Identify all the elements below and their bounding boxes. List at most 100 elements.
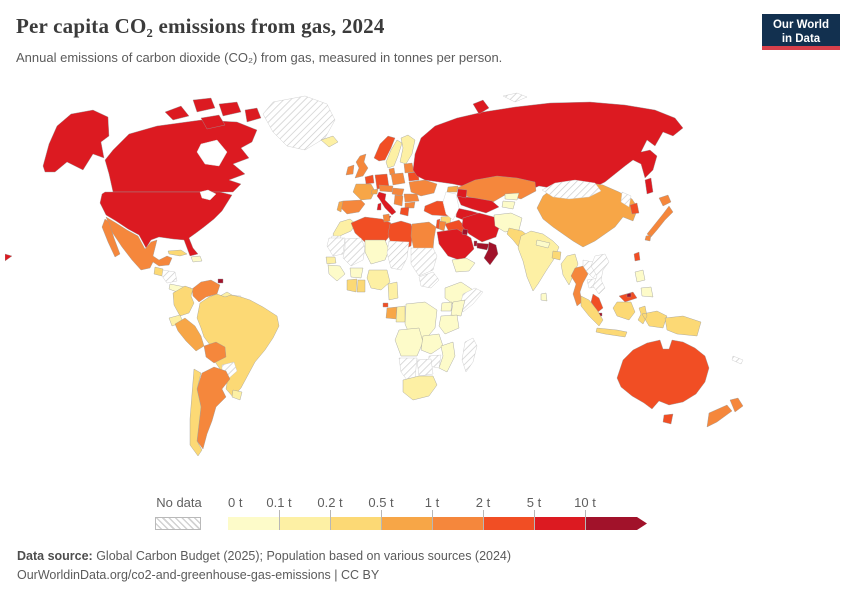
legend-bin-1-2 t[interactable]: [432, 517, 483, 530]
country-tanzania[interactable]: [438, 314, 460, 335]
country-north-korea[interactable]: [620, 191, 632, 208]
country-usa[interactable]: [99, 191, 233, 257]
country-sudan[interactable]: [410, 247, 438, 277]
country-argentina[interactable]: [196, 366, 231, 450]
country-uae[interactable]: [476, 242, 490, 251]
country-new-caledonia[interactable]: [731, 355, 744, 365]
country-mali[interactable]: [342, 237, 366, 267]
country-sakhalin[interactable]: [644, 177, 654, 195]
country-spain[interactable]: [339, 199, 366, 215]
country-portugal[interactable]: [336, 200, 344, 213]
country-kenya[interactable]: [450, 299, 466, 317]
country-chukotka-sliver[interactable]: [5, 253, 13, 262]
country-myanmar[interactable]: [560, 253, 579, 286]
country-cote-divoire[interactable]: [346, 278, 358, 293]
country-burkina[interactable]: [349, 267, 364, 279]
country-finland[interactable]: [399, 134, 416, 165]
country-austria-czech[interactable]: [378, 184, 394, 193]
country-mongolia[interactable]: [541, 179, 602, 200]
country-japan[interactable]: [644, 194, 674, 242]
country-uzbekistan[interactable]: [456, 195, 500, 214]
country-qatar[interactable]: [473, 240, 478, 247]
country-png[interactable]: [664, 315, 702, 337]
country-yemen[interactable]: [451, 257, 476, 273]
country-guinea[interactable]: [327, 264, 346, 282]
country-hispaniola[interactable]: [190, 255, 203, 263]
country-nigeria[interactable]: [366, 269, 391, 291]
owid-logo[interactable]: Our World in Data: [762, 14, 840, 50]
country-niger[interactable]: [364, 239, 390, 265]
country-svalbard[interactable]: [502, 92, 528, 103]
country-bangladesh[interactable]: [551, 250, 562, 261]
country-greenland[interactable]: [262, 95, 336, 151]
country-zambia[interactable]: [420, 333, 444, 355]
country-trinidad[interactable]: [217, 278, 224, 284]
country-azerbaijan[interactable]: [456, 188, 468, 199]
country-malaysia[interactable]: [590, 291, 638, 313]
country-ghana[interactable]: [356, 279, 366, 293]
country-new-zealand[interactable]: [706, 397, 744, 428]
country-uruguay[interactable]: [231, 389, 243, 401]
country-south-sudan[interactable]: [418, 271, 440, 289]
country-greece[interactable]: [399, 206, 410, 217]
country-australia[interactable]: [616, 339, 710, 410]
country-mozambique[interactable]: [438, 341, 456, 373]
country-switzerland[interactable]: [370, 188, 379, 195]
country-iceland[interactable]: [320, 135, 339, 148]
country-ireland[interactable]: [345, 164, 355, 176]
country-mexico[interactable]: [105, 216, 173, 271]
country-benelux[interactable]: [364, 174, 375, 185]
country-vietnam[interactable]: [590, 253, 610, 295]
country-botswana[interactable]: [416, 358, 434, 377]
country-angola[interactable]: [394, 327, 424, 357]
country-uk[interactable]: [354, 153, 369, 179]
country-tunisia[interactable]: [382, 213, 391, 223]
country-chile[interactable]: [189, 368, 203, 457]
country-kuwait[interactable]: [461, 228, 469, 236]
legend-bin-0-0.1 t[interactable]: [228, 517, 279, 530]
country-eq-guinea[interactable]: [382, 302, 389, 308]
country-georgia[interactable]: [446, 185, 459, 193]
country-mauritania[interactable]: [326, 237, 346, 257]
country-tasmania[interactable]: [662, 413, 674, 425]
legend-bin-0.2-0.5 t[interactable]: [330, 517, 381, 530]
country-bulgaria[interactable]: [404, 201, 416, 209]
country-colombia[interactable]: [172, 285, 195, 317]
country-ukraine[interactable]: [408, 179, 438, 197]
country-tajikistan[interactable]: [501, 200, 516, 210]
country-russia[interactable]: [412, 101, 684, 195]
country-taiwan[interactable]: [633, 251, 641, 262]
country-france[interactable]: [352, 183, 376, 201]
country-mexico-baja[interactable]: [101, 218, 121, 258]
country-honduras[interactable]: [161, 269, 178, 284]
country-bolivia[interactable]: [203, 341, 227, 364]
country-iran[interactable]: [461, 212, 501, 243]
legend-bin-0.5-1 t[interactable]: [381, 517, 432, 530]
country-nepal[interactable]: [535, 239, 551, 249]
country-gabon[interactable]: [385, 306, 398, 320]
country-jordan[interactable]: [438, 220, 447, 232]
no-data-swatch[interactable]: [155, 517, 201, 530]
country-baltics[interactable]: [403, 162, 415, 174]
country-cameroon[interactable]: [387, 281, 399, 301]
country-novaya-zemlya[interactable]: [472, 99, 490, 115]
country-cuba[interactable]: [167, 249, 188, 257]
legend-bin-2-5 t[interactable]: [483, 517, 534, 530]
country-indonesia[interactable]: [580, 295, 668, 338]
country-romania[interactable]: [403, 193, 420, 203]
country-oman[interactable]: [483, 241, 499, 266]
legend-bin-5-10 t[interactable]: [534, 517, 585, 530]
country-norway[interactable]: [373, 135, 396, 162]
legend-bin-0.1-0.2 t[interactable]: [279, 517, 330, 530]
country-sri-lanka[interactable]: [540, 292, 548, 302]
country-south-korea[interactable]: [629, 202, 640, 215]
country-brunei[interactable]: [626, 292, 632, 298]
country-hungary-slovakia[interactable]: [391, 187, 405, 197]
country-philippines[interactable]: [634, 269, 654, 298]
country-egypt[interactable]: [410, 221, 437, 251]
country-south-africa[interactable]: [402, 375, 438, 401]
country-canada-islands[interactable]: [164, 97, 262, 130]
country-sweden[interactable]: [385, 139, 403, 169]
country-morocco[interactable]: [332, 218, 357, 240]
country-canada[interactable]: [104, 119, 258, 193]
